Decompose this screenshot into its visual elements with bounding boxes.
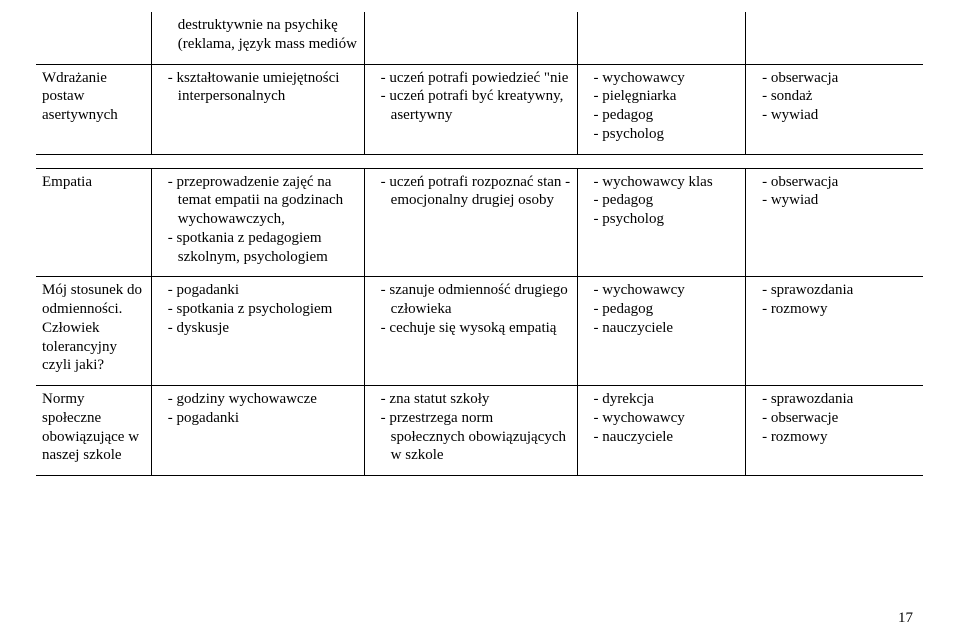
cell-0-3 [577, 12, 746, 64]
list-item: zna statut szkoły [381, 390, 571, 409]
row-gap [36, 154, 923, 168]
list-item: pedagog [594, 106, 740, 125]
list-item: szanuje odmienność drugiego człowieka [381, 281, 571, 319]
cell-4-3: dyrekcjawychowawcynauczyciele [577, 386, 746, 476]
topic: Mój stosunek do odmienności. Człowiek to… [42, 282, 142, 373]
list-item: wychowawcy klas [594, 173, 740, 192]
list-item: cechuje się wysoką empatią [381, 319, 571, 338]
cell-1-1: kształtowanie umiejętności interpersonal… [151, 64, 364, 154]
list: obserwacjawywiad [752, 173, 917, 211]
list-item: sprawozdania [762, 281, 917, 300]
list-item: obserwacja [762, 173, 917, 192]
row-4: Normy społeczne obowiązujące w naszej sz… [36, 386, 923, 476]
list-item: rozmowy [762, 300, 917, 319]
cell-2-4: obserwacjawywiad [746, 168, 923, 277]
list-item: rozmowy [762, 428, 917, 447]
cell-2-1: przeprowadzenie zajęć na temat empatii n… [151, 168, 364, 277]
cell-1-4: obserwacjasondażwywiad [746, 64, 923, 154]
list-item: obserwacje [762, 409, 917, 428]
list: wychowawcypedagognauczyciele [584, 281, 740, 337]
cell-4-1: godziny wychowawczepogadanki [151, 386, 364, 476]
row-2: Empatia przeprowadzenie zajęć na temat e… [36, 168, 923, 277]
list-item: spotkania z pedagogiem szkolnym, psychol… [168, 229, 358, 267]
list-item: sondaż [762, 87, 917, 106]
cell-2-0: Empatia [36, 168, 151, 277]
topic: Normy społeczne obowiązujące w naszej sz… [42, 391, 139, 463]
list: uczeń potrafi powiedzieć "nieuczeń potra… [371, 69, 571, 125]
cell-0-1: destruktywnie na psychikę (reklama, języ… [151, 12, 364, 64]
list-item: pielęgniarka [594, 87, 740, 106]
list-item: psycholog [594, 210, 740, 229]
list-item: wychowawcy [594, 69, 740, 88]
list: obserwacjasondażwywiad [752, 69, 917, 125]
cell-1-2: uczeń potrafi powiedzieć "nieuczeń potra… [364, 64, 577, 154]
page-number: 17 [898, 610, 913, 627]
list: wychowawcy klaspedagogpsycholog [584, 173, 740, 229]
list: szanuje odmienność drugiego człowiekacec… [371, 281, 571, 337]
list-item: nauczyciele [594, 428, 740, 447]
gap-cell [36, 154, 923, 168]
list: godziny wychowawczepogadanki [158, 390, 358, 428]
row-1: Wdrażanie postaw asertywnych kształtowan… [36, 64, 923, 154]
cell-3-0: Mój stosunek do odmienności. Człowiek to… [36, 277, 151, 386]
cell-1-3: wychowawcypielęgniarkapedagogpsycholog [577, 64, 746, 154]
list-item: godziny wychowawcze [168, 390, 358, 409]
cell-4-2: zna statut szkołyprzestrzega norm społec… [364, 386, 577, 476]
list-item: spotkania z psychologiem [168, 300, 358, 319]
cell-0-0 [36, 12, 151, 64]
cell-1-0: Wdrażanie postaw asertywnych [36, 64, 151, 154]
topic: Wdrażanie postaw asertywnych [42, 70, 118, 124]
list-item: sprawozdania [762, 390, 917, 409]
list-item: pogadanki [168, 281, 358, 300]
list-item: wychowawcy [594, 281, 740, 300]
list-item: psycholog [594, 125, 740, 144]
cell-3-2: szanuje odmienność drugiego człowiekacec… [364, 277, 577, 386]
cell-2-2: uczeń potrafi rozpoznać stan - emocjonal… [364, 168, 577, 277]
list-item: obserwacja [762, 69, 917, 88]
row-3: Mój stosunek do odmienności. Człowiek to… [36, 277, 923, 386]
list-item: przestrzega norm społecznych obowiązując… [381, 409, 571, 465]
list-item: wywiad [762, 191, 917, 210]
cell-3-4: sprawozdaniarozmowy [746, 277, 923, 386]
list-item: nauczyciele [594, 319, 740, 338]
main-table: destruktywnie na psychikę (reklama, języ… [36, 12, 923, 476]
list: wychowawcypielęgniarkapedagogpsycholog [584, 69, 740, 144]
list-item: dyskusje [168, 319, 358, 338]
cell-4-0: Normy społeczne obowiązujące w naszej sz… [36, 386, 151, 476]
list: kształtowanie umiejętności interpersonal… [158, 69, 358, 107]
cell-4-4: sprawozdaniaobserwacjerozmowy [746, 386, 923, 476]
list-item: dyrekcja [594, 390, 740, 409]
cell-2-3: wychowawcy klaspedagogpsycholog [577, 168, 746, 277]
list-item: uczeń potrafi rozpoznać stan - emocjonal… [381, 173, 571, 211]
cell-3-3: wychowawcypedagognauczyciele [577, 277, 746, 386]
topic: Empatia [42, 174, 92, 190]
text-fragment: destruktywnie na psychikę (reklama, języ… [158, 16, 358, 54]
list: sprawozdaniaobserwacjerozmowy [752, 390, 917, 446]
list-item: pogadanki [168, 409, 358, 428]
list-item: uczeń potrafi powiedzieć "nie [381, 69, 571, 88]
list-item: wywiad [762, 106, 917, 125]
list: dyrekcjawychowawcynauczyciele [584, 390, 740, 446]
row-fragment: destruktywnie na psychikę (reklama, języ… [36, 12, 923, 64]
list: przeprowadzenie zajęć na temat empatii n… [158, 173, 358, 267]
cell-3-1: pogadankispotkania z psychologiemdyskusj… [151, 277, 364, 386]
list: zna statut szkołyprzestrzega norm społec… [371, 390, 571, 465]
list: uczeń potrafi rozpoznać stan - emocjonal… [371, 173, 571, 211]
list-item: pedagog [594, 300, 740, 319]
list: pogadankispotkania z psychologiemdyskusj… [158, 281, 358, 337]
list-item: uczeń potrafi być kreatywny, asertywny [381, 87, 571, 125]
cell-0-4 [746, 12, 923, 64]
list: sprawozdaniarozmowy [752, 281, 917, 319]
list-item: pedagog [594, 191, 740, 210]
list-item: kształtowanie umiejętności interpersonal… [168, 69, 358, 107]
cell-0-2 [364, 12, 577, 64]
list-item: przeprowadzenie zajęć na temat empatii n… [168, 173, 358, 229]
list-item: wychowawcy [594, 409, 740, 428]
